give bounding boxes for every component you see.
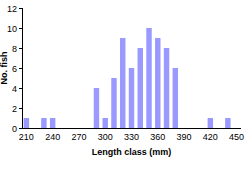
x-tick-label: 360 bbox=[150, 132, 165, 142]
bar bbox=[164, 48, 169, 128]
y-tick-label: 0 bbox=[12, 124, 17, 134]
y-tick bbox=[19, 8, 22, 9]
y-tick-label: 6 bbox=[12, 64, 17, 74]
y-tick bbox=[19, 108, 22, 109]
bar bbox=[216, 128, 221, 129]
x-tick-label: 240 bbox=[45, 132, 60, 142]
x-tick-label: 270 bbox=[71, 132, 86, 142]
bar bbox=[50, 118, 55, 128]
bar bbox=[120, 38, 125, 128]
y-tick bbox=[19, 88, 22, 89]
x-tick-label: 330 bbox=[124, 132, 139, 142]
bar bbox=[138, 48, 143, 128]
bar bbox=[41, 118, 46, 128]
bar bbox=[155, 38, 160, 128]
bar bbox=[94, 88, 99, 128]
bar bbox=[190, 128, 195, 129]
bar bbox=[111, 78, 116, 128]
bar bbox=[225, 118, 230, 128]
bar bbox=[199, 128, 204, 129]
y-tick-label: 4 bbox=[12, 84, 17, 94]
y-tick-label: 8 bbox=[12, 44, 17, 54]
x-tick-label: 300 bbox=[98, 132, 113, 142]
bar bbox=[181, 128, 186, 129]
bars bbox=[24, 28, 231, 128]
y-tick-label: 2 bbox=[12, 104, 17, 114]
y-tick bbox=[19, 28, 22, 29]
chart: 0 2 4 6 8 10 12 210 240 270 300 330 360 390 420 450 Leng… bbox=[0, 0, 249, 179]
y-tick-label: 10 bbox=[7, 24, 17, 34]
bar bbox=[234, 128, 239, 129]
bar bbox=[129, 68, 134, 128]
y-axis bbox=[22, 8, 23, 128]
x-tick-label: 420 bbox=[203, 132, 218, 142]
chart-container: 0 2 4 6 8 10 12 210 240 270 300 330 360 390 420 450 Leng… bbox=[0, 0, 249, 179]
bar bbox=[59, 128, 64, 129]
y-tick-label: 12 bbox=[7, 4, 17, 14]
x-axis-title: Length class (mm) bbox=[92, 147, 172, 157]
bar bbox=[32, 128, 37, 129]
x-axis bbox=[22, 128, 241, 129]
bar bbox=[103, 118, 108, 128]
bar bbox=[67, 128, 72, 129]
x-tick-label: 390 bbox=[177, 132, 192, 142]
y-tick bbox=[19, 68, 22, 69]
bar bbox=[146, 28, 151, 128]
y-tick bbox=[19, 48, 22, 49]
bar bbox=[24, 118, 29, 128]
x-tick-label: 210 bbox=[19, 132, 34, 142]
y-tick bbox=[19, 128, 22, 129]
bar bbox=[173, 68, 178, 128]
bar bbox=[76, 128, 81, 129]
bar bbox=[208, 118, 213, 128]
bar bbox=[85, 128, 90, 129]
y-axis-title: No. fish bbox=[0, 52, 9, 85]
x-tick-label: 450 bbox=[229, 132, 244, 142]
